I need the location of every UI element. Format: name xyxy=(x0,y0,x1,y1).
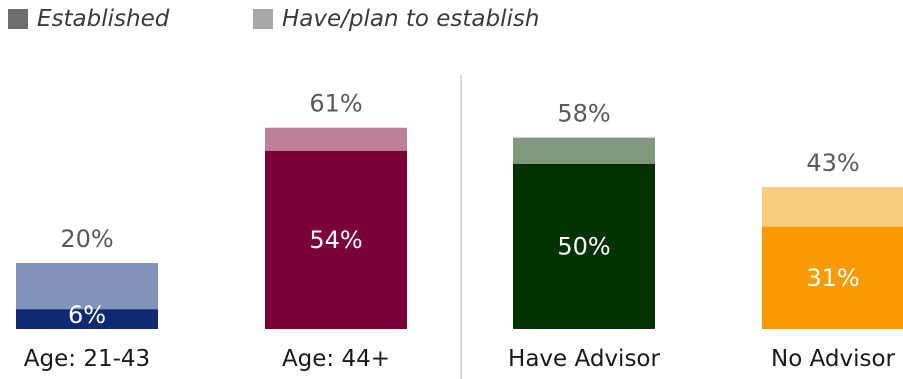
category-label-0: Age: 21-43 xyxy=(24,346,150,372)
bar-planned-3 xyxy=(762,187,903,227)
legend-label-planned: Have/plan to establish xyxy=(282,6,540,32)
category-label-3: No Advisor xyxy=(771,346,896,372)
established-value-label-1: 54% xyxy=(309,226,362,254)
total-value-label-1: 61% xyxy=(309,90,362,118)
category-label-2: Have Advisor xyxy=(508,346,660,372)
bar-established-0 xyxy=(16,309,158,329)
category-label-1: Age: 44+ xyxy=(282,346,390,372)
total-value-label-2: 58% xyxy=(557,100,610,128)
bar-established-1 xyxy=(265,150,407,329)
established-value-label-2: 50% xyxy=(557,233,610,261)
legend-label-established: Established xyxy=(37,6,170,32)
established-value-label-3: 31% xyxy=(806,264,859,292)
bar-planned-1 xyxy=(265,127,407,151)
established-value-label-0: 6% xyxy=(68,301,106,329)
legend-swatch-planned xyxy=(253,9,273,29)
total-value-label-3: 43% xyxy=(806,149,859,177)
legend-item-planned: Have/plan to establish xyxy=(253,6,539,32)
bar-established-3 xyxy=(762,226,903,329)
bar-established-2 xyxy=(513,164,655,329)
total-value-label-0: 20% xyxy=(60,225,113,253)
bar-planned-2 xyxy=(513,137,655,164)
bar-planned-0 xyxy=(16,263,158,310)
legend-item-established: Established xyxy=(8,6,169,32)
legend-swatch-established xyxy=(8,9,28,29)
